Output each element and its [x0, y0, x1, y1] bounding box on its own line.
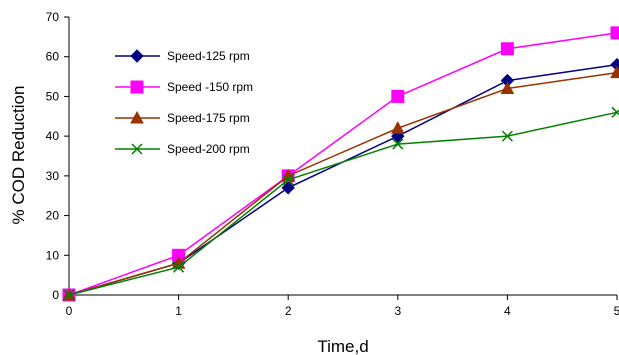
- data-point: [390, 121, 405, 134]
- series-layer: [62, 26, 619, 302]
- legend-item: Speed-200 rpm: [115, 142, 250, 156]
- y-tick-label: 40: [46, 129, 60, 143]
- data-point: [281, 181, 295, 195]
- series-2: [62, 26, 619, 302]
- series-line: [68, 63, 618, 296]
- data-point: [500, 81, 515, 94]
- legend-item: Speed-125 rpm: [115, 49, 250, 63]
- legend-label: Speed -150 rpm: [167, 80, 253, 94]
- x-axis-title: Time,d: [317, 337, 368, 355]
- series-line: [68, 111, 618, 296]
- data-point: [610, 26, 619, 40]
- legend-marker: [130, 49, 144, 63]
- x-marker-stroke: [282, 174, 294, 186]
- data-point: [501, 130, 513, 142]
- legend-marker: [130, 110, 144, 124]
- x-marker-stroke: [501, 130, 513, 142]
- data-point: [610, 65, 619, 79]
- x-tick-label: 0: [66, 304, 73, 318]
- data-point: [500, 42, 514, 56]
- x-tick-label: 3: [394, 304, 401, 318]
- x-marker-stroke: [63, 289, 75, 301]
- x-marker-stroke: [392, 138, 404, 150]
- legend-item: Speed-175 rpm: [115, 110, 250, 125]
- data-point: [282, 174, 294, 186]
- data-point: [611, 106, 619, 118]
- legend-label: Speed-175 rpm: [167, 111, 250, 125]
- y-tick-label: 0: [52, 288, 59, 302]
- x-tick-label: 4: [504, 304, 511, 318]
- x-tick-label: 2: [285, 304, 292, 318]
- series-line: [68, 71, 618, 296]
- data-point: [391, 89, 405, 103]
- tick-labels: 0 10 20 30 40 50 60 70 0 1 2 3 4 5: [46, 10, 619, 318]
- x-tick-label: 5: [614, 304, 619, 318]
- legend-label: Speed-200 rpm: [167, 142, 250, 156]
- y-tick-label: 50: [46, 89, 60, 103]
- series-4: [63, 106, 619, 301]
- y-tick-label: 20: [46, 209, 60, 223]
- data-point: [173, 261, 185, 273]
- x-marker-stroke: [131, 143, 143, 155]
- data-point: [63, 289, 75, 301]
- x-marker-stroke: [173, 261, 185, 273]
- x-marker-stroke: [611, 109, 619, 118]
- series-line: [68, 32, 618, 296]
- y-tick-label: 30: [46, 169, 60, 183]
- series-3: [62, 65, 619, 301]
- data-point: [392, 138, 404, 150]
- y-tick-label: 70: [46, 10, 60, 24]
- legend-label: Speed-125 rpm: [167, 49, 250, 63]
- axes: [64, 16, 618, 300]
- y-tick-label: 60: [46, 50, 60, 64]
- series-1: [62, 57, 619, 302]
- y-tick-label: 10: [46, 248, 60, 262]
- legend: Speed-125 rpm Speed -150 rpm Speed-175 rpm…: [115, 49, 253, 156]
- legend-item: Speed -150 rpm: [115, 80, 253, 94]
- y-axis-title: % COD Reduction: [9, 86, 28, 225]
- legend-marker: [131, 143, 143, 155]
- x-tick-label: 1: [175, 304, 182, 318]
- legend-marker: [130, 80, 144, 94]
